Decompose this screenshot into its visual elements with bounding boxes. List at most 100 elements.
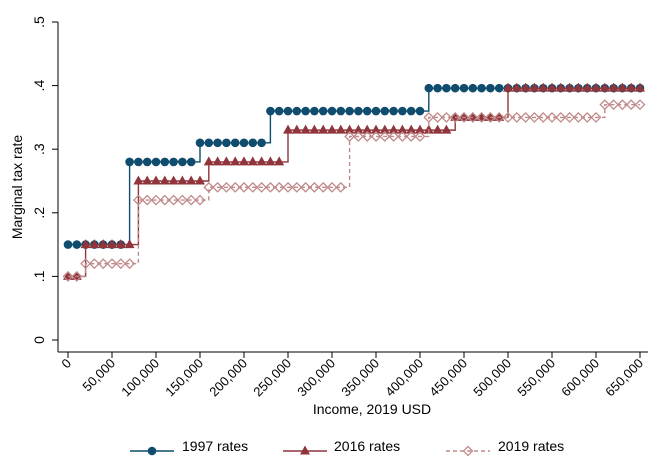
x-tick-label: 650,000 (602, 356, 646, 400)
data-point (555, 111, 567, 123)
x-tick-label: 150,000 (162, 356, 206, 400)
data-point (195, 138, 205, 148)
data-point (459, 83, 469, 93)
data-point (599, 82, 610, 92)
data-point (168, 175, 179, 185)
x-tick-label: 0 (58, 356, 74, 372)
data-point (626, 82, 637, 92)
data-point (547, 82, 557, 92)
x-tick-label: 100,000 (118, 356, 162, 400)
data-point (292, 106, 302, 116)
y-axis-title: Marginal tax rate (9, 135, 25, 239)
data-point (538, 82, 549, 92)
data-point (265, 156, 276, 166)
data-point (318, 124, 329, 134)
data-point (494, 83, 504, 93)
data-point (178, 157, 187, 167)
data-point (415, 106, 425, 116)
data-point (300, 124, 311, 134)
data-point (159, 175, 170, 185)
data-point (423, 111, 435, 123)
data-point (273, 181, 285, 193)
x-tick-label: 350,000 (338, 356, 382, 400)
data-point (212, 156, 223, 166)
y-tick-label: .4 (31, 80, 47, 92)
data-point (458, 111, 470, 123)
data-point (151, 157, 161, 167)
data-point (300, 181, 312, 193)
data-point (546, 111, 558, 123)
data-point (379, 124, 390, 134)
data-point (88, 258, 100, 270)
data-point (177, 175, 188, 185)
data-point (266, 106, 275, 116)
data-point (168, 194, 180, 206)
data-point (406, 106, 416, 116)
data-point (310, 106, 319, 116)
data-point (327, 124, 337, 134)
data-point (141, 194, 153, 206)
data-point (591, 82, 601, 92)
data-point (195, 175, 205, 185)
data-point (493, 111, 505, 123)
data-point (291, 181, 303, 193)
data-point (256, 181, 268, 193)
y-tick-label: .2 (31, 207, 47, 219)
series-line (68, 103, 640, 278)
data-point (335, 181, 347, 193)
data-point (362, 106, 372, 116)
data-point (229, 181, 241, 193)
data-point (415, 124, 425, 134)
data-point (380, 106, 390, 116)
data-point (608, 82, 619, 92)
data-point (125, 157, 134, 167)
data-point (221, 156, 232, 166)
data-point (134, 157, 143, 167)
data-point (398, 106, 407, 116)
data-point (248, 138, 258, 148)
data-point (150, 194, 162, 206)
x-tick-label: 500,000 (470, 356, 514, 400)
data-point (283, 106, 293, 116)
data-point (159, 194, 171, 206)
legend-label: 2019 rates (498, 438, 564, 454)
data-point (537, 111, 549, 123)
legend-marker (300, 445, 310, 455)
data-point (142, 175, 153, 185)
legend: 1997 rates 2016 rates 2019 rates (130, 438, 564, 457)
data-point (635, 82, 645, 92)
data-point (213, 138, 222, 148)
data-point (230, 138, 240, 148)
data-point (133, 175, 144, 185)
data-point (511, 82, 522, 92)
data-point (344, 131, 356, 142)
x-tick-label: 300,000 (294, 356, 338, 400)
data-point (63, 240, 73, 249)
data-point (327, 106, 337, 116)
data-point (486, 83, 495, 93)
data-point (345, 106, 354, 116)
data-point (432, 111, 444, 123)
data-point (98, 239, 109, 249)
data-point (396, 131, 408, 142)
y-tick-label: .3 (31, 143, 47, 155)
data-point (247, 156, 258, 166)
data-point (502, 111, 514, 123)
data-point (528, 111, 540, 123)
data-point (388, 131, 400, 142)
y-tick-label: .1 (31, 270, 47, 282)
data-point (239, 156, 249, 166)
data-point (634, 99, 646, 111)
data-point (564, 111, 576, 123)
data-point (142, 157, 152, 167)
data-point (97, 258, 109, 270)
data-point (477, 83, 486, 93)
data-point (344, 124, 355, 134)
legend-label: 1997 rates (182, 438, 248, 454)
data-point (581, 111, 593, 123)
data-point (72, 240, 82, 249)
data-point (238, 181, 250, 193)
data-point (388, 124, 399, 134)
data-point (503, 82, 513, 92)
data-point (625, 99, 637, 111)
